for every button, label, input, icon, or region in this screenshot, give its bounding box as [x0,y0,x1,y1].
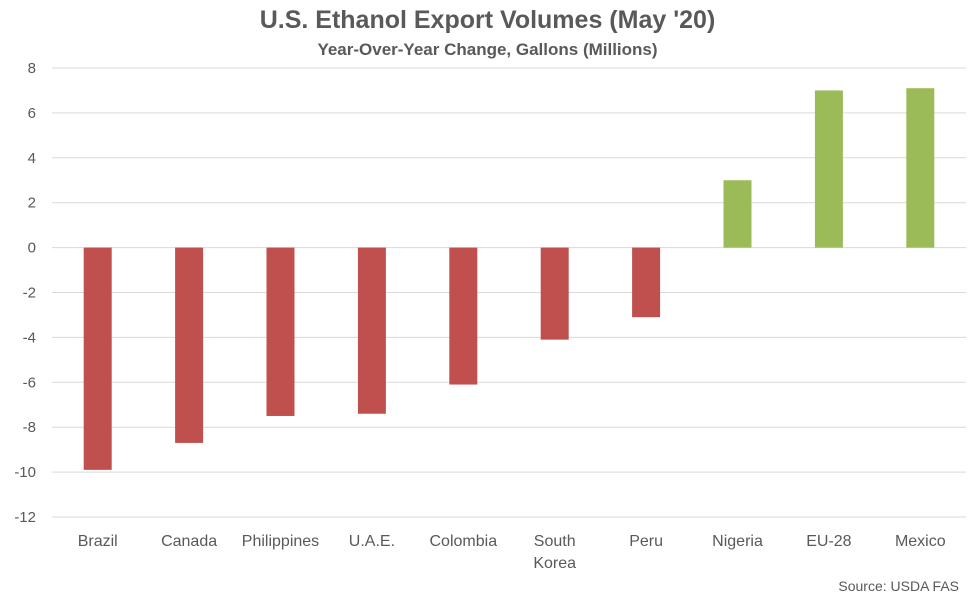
x-category-label: Nigeria [712,533,763,550]
y-tick-label: -4 [23,329,36,346]
x-category-label: Philippines [242,533,319,550]
bar-colombia [449,247,478,385]
y-tick-label: 8 [28,60,36,77]
x-category-label: Brazil [78,533,118,550]
bar-canada [175,247,204,443]
bars [83,88,935,470]
bar-mexico [906,88,935,248]
y-tick-label: 4 [28,150,36,167]
bar-south-korea [540,247,569,340]
y-tick-label: 0 [28,240,36,257]
y-tick-label: -8 [23,419,36,436]
y-axis-ticks: 8 6 4 2 0 -2 -4 -6 -8 -10 -12 [14,60,36,526]
chart-title: U.S. Ethanol Export Volumes (May '20) [259,6,716,34]
bar-u-a-e- [357,247,386,414]
x-category-label: Peru [629,533,663,550]
chart-subtitle: Year-Over-Year Change, Gallons (Millions… [317,40,658,59]
y-tick-label: 2 [28,195,36,212]
x-category-label: Mexico [895,533,946,550]
y-tick-label: -2 [23,285,36,302]
bar-nigeria [723,180,752,248]
x-axis-categories: Brazil Canada Philippines U.A.E. Colombia Sou… [78,533,946,572]
y-tick-label: -6 [23,374,36,391]
y-tick-label: -10 [14,464,36,481]
y-tick-label: 6 [28,105,36,122]
x-category-label: U.A.E. [349,533,395,550]
x-category-label: Canada [161,533,217,550]
bar-peru [632,247,661,318]
x-category-label: South Korea [533,533,576,572]
x-category-label: Colombia [430,533,498,550]
bar-eu-28 [814,90,843,248]
source-note: Source: USDA FAS [838,578,959,594]
y-tick-label: -12 [14,509,36,526]
bar-philippines [266,247,295,416]
bar-brazil [83,247,112,470]
gridlines [52,67,966,518]
x-category-label: EU-28 [806,533,851,550]
